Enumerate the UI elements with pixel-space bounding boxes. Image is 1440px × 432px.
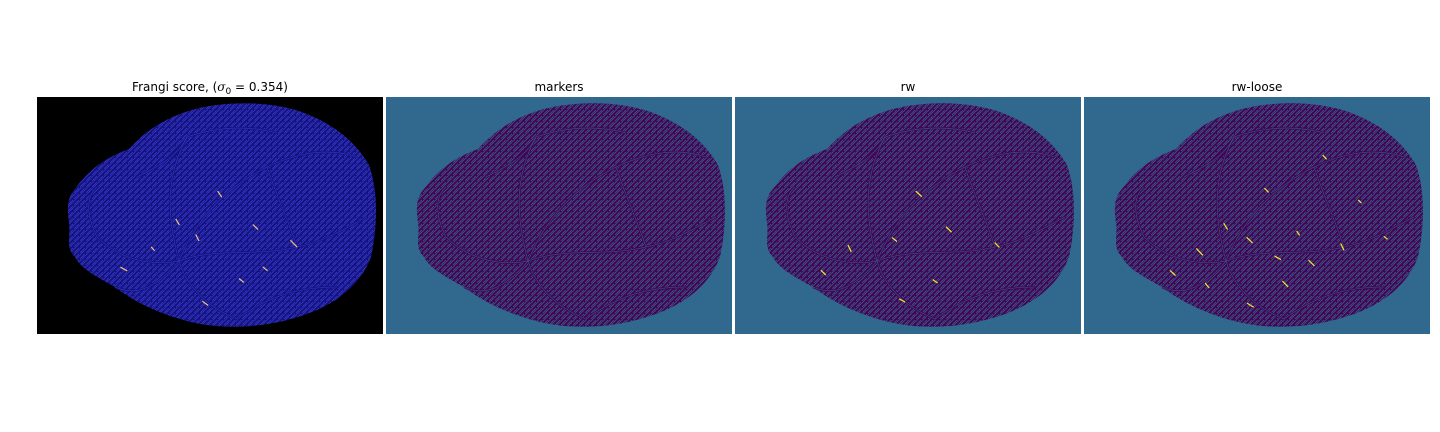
- vessel-core: [876, 216, 1066, 262]
- highlight-mark: [252, 224, 259, 230]
- vessel-core: [1143, 236, 1227, 264]
- highlight-mark: [1195, 248, 1204, 256]
- highlight-mark: [1274, 255, 1282, 261]
- frangi-image: [37, 97, 383, 334]
- highlight-mark: [1308, 259, 1315, 267]
- highlight-mark: [945, 226, 953, 233]
- vessel-core: [585, 286, 687, 320]
- vessel-core: [1225, 260, 1285, 320]
- highlight-mark: [1281, 280, 1289, 288]
- vessel-core: [1313, 166, 1345, 248]
- highlight-mark: [1340, 243, 1345, 251]
- vessel-core: [876, 260, 936, 320]
- vessel-core: [437, 186, 447, 238]
- tissue-region: [765, 103, 1074, 327]
- rw-panel-title: rw: [900, 80, 916, 94]
- vessel-core: [518, 136, 537, 262]
- rw-image: [735, 97, 1081, 334]
- highlight-mark: [820, 269, 827, 276]
- vessel-core: [96, 236, 180, 264]
- frangi-panel-title: Frangi score, (σ0 = 0.354): [132, 80, 288, 97]
- vessel-core: [136, 136, 188, 178]
- vessel-core: [964, 166, 996, 248]
- highlight-mark: [1246, 236, 1253, 244]
- vessel-core: [178, 260, 238, 320]
- highlight-mark: [238, 278, 245, 283]
- highlight-mark: [217, 190, 223, 198]
- rw-loose-image: [1084, 97, 1430, 334]
- vessel-core: [463, 260, 529, 292]
- vessel-core: [236, 286, 338, 320]
- vessel-core: [934, 286, 1036, 320]
- highlight-mark: [1296, 230, 1301, 236]
- vessel-core: [615, 166, 647, 248]
- vessel-core: [1283, 286, 1385, 320]
- vessel-core: [834, 136, 886, 178]
- highlight-mark: [1322, 154, 1328, 160]
- highlight-mark: [1246, 302, 1254, 308]
- vessel-core: [527, 260, 587, 320]
- highlight-mark: [932, 279, 938, 284]
- tissue-region: [1114, 103, 1423, 327]
- vessel-core: [535, 127, 627, 138]
- highlight-mark: [994, 242, 1000, 248]
- highlight-mark: [915, 190, 923, 198]
- tissue-region: [416, 103, 725, 327]
- vessel-core: [786, 186, 796, 238]
- vessel-core: [1233, 127, 1325, 138]
- rw-loose-panel-title: rw-loose: [1231, 80, 1283, 94]
- highlight-mark: [175, 218, 180, 226]
- highlight-mark: [1223, 222, 1229, 230]
- vessel-core: [1183, 136, 1235, 178]
- highlight-mark: [120, 266, 128, 272]
- highlight-mark: [1169, 270, 1176, 276]
- highlight-mark: [1357, 199, 1362, 204]
- vessel-core: [445, 236, 529, 264]
- highlight-mark: [202, 300, 209, 306]
- highlight-mark: [195, 234, 200, 242]
- tissue-region: [67, 103, 376, 327]
- vessel-core: [266, 166, 298, 248]
- vessel-core: [178, 216, 368, 262]
- vessel-core: [485, 136, 537, 178]
- highlight-mark: [1263, 187, 1270, 193]
- highlight-mark: [150, 246, 156, 252]
- vessel-core: [884, 127, 976, 138]
- vessel-core: [527, 216, 717, 262]
- vessel-core: [1135, 186, 1145, 238]
- vessel-core: [186, 127, 278, 138]
- vessel-core: [812, 260, 878, 292]
- vessel-core: [1216, 136, 1235, 262]
- highlight-mark: [262, 266, 268, 272]
- vessel-core: [88, 186, 98, 238]
- vessel-core: [169, 136, 188, 262]
- highlight-mark: [847, 244, 852, 253]
- highlight-mark: [290, 239, 298, 248]
- markers-panel-title: markers: [534, 80, 584, 94]
- highlight-mark: [898, 298, 906, 303]
- highlight-mark: [1204, 282, 1210, 289]
- markers-image: [386, 97, 732, 334]
- vessel-core: [867, 136, 886, 262]
- vessel-core: [1161, 260, 1227, 292]
- highlight-mark: [891, 237, 898, 242]
- vessel-core: [114, 260, 180, 292]
- highlight-mark: [1383, 235, 1388, 240]
- vessel-core: [794, 236, 878, 264]
- vessel-core: [1225, 216, 1415, 262]
